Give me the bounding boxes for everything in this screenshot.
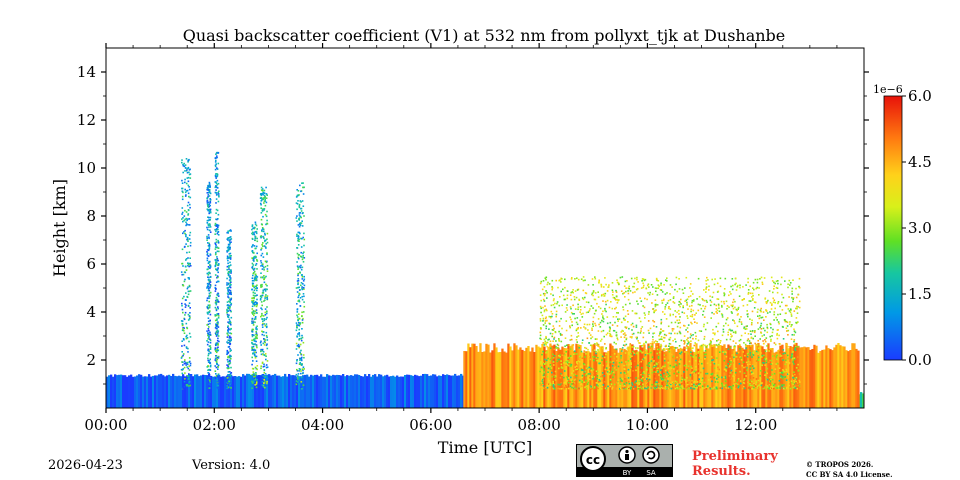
x-axis-label: Time [UTC] (438, 438, 532, 457)
x-tick-label: 08:00 (518, 416, 561, 434)
sa-icon (642, 446, 660, 464)
cc-icon: cc (586, 453, 600, 467)
heatmap-feature-3 (180, 158, 192, 390)
x-tick-label: 02:00 (193, 416, 236, 434)
y-tick-label: 8 (86, 207, 96, 225)
cc-license-badge: cc BY SA (576, 444, 673, 477)
x-tick-label: 12:00 (734, 416, 777, 434)
preliminary-line-2: Results. (692, 464, 751, 479)
colorbar-ticks: 0.0 1.5 3.0 4.5 6.0 (902, 87, 932, 369)
y-axis: 2 4 6 8 10 12 14 (77, 63, 869, 385)
sa-label: SA (646, 469, 656, 476)
by-label: BY (623, 469, 632, 476)
colorbar-multiplier: 1e−6 (873, 83, 903, 96)
colorbar-tick-label: 0.0 (908, 351, 932, 369)
colorbar-tick-label: 3.0 (908, 219, 932, 237)
version-label: Version: 4.0 (192, 458, 271, 473)
x-tick-label: 06:00 (409, 416, 452, 434)
colorbar-tick-label: 6.0 (908, 87, 932, 105)
heatmap-feature-9 (295, 182, 306, 390)
heatmap-feature-1 (106, 373, 465, 408)
y-tick-label: 6 (86, 255, 96, 273)
colorbar (883, 95, 903, 361)
heatmap-feature-8 (259, 186, 269, 389)
heatmap-feature-4 (206, 181, 212, 389)
copyright-line-2: CC BY SA 4.0 License. (806, 470, 893, 479)
x-tick-label: 10:00 (626, 416, 669, 434)
y-axis-label: Height [km] (50, 179, 69, 277)
copyright-note: © TROPOS 2026. CC BY SA 4.0 License. (806, 460, 893, 480)
chart-title: Quasi backscatter coefficient (V1) at 53… (183, 26, 786, 45)
heatmap-feature-10 (539, 276, 801, 390)
heatmap-feature-2 (463, 342, 860, 408)
x-tick-label: 00:00 (84, 416, 127, 434)
y-tick-label: 14 (77, 63, 96, 81)
copyright-line-1: © TROPOS 2026. (806, 460, 874, 469)
date-label: 2026-04-23 (48, 458, 123, 473)
colorbar-tick-label: 1.5 (908, 285, 932, 303)
preliminary-results-note: Preliminary Results. (692, 449, 778, 479)
heatmap-cells (106, 151, 864, 408)
heatmap-feature-5 (214, 151, 220, 390)
preliminary-line-1: Preliminary (692, 449, 778, 464)
y-tick-label: 2 (86, 351, 96, 369)
x-tick-label: 04:00 (301, 416, 344, 434)
y-tick-label: 12 (77, 111, 96, 129)
heatmap-feature-7 (251, 221, 259, 389)
y-tick-label: 10 (77, 159, 96, 177)
colorbar-tick-label: 4.5 (908, 153, 932, 171)
x-axis: 00:00 02:00 04:00 06:00 08:00 10:00 12:00 (84, 43, 838, 434)
heatmap-feature-6 (226, 229, 233, 390)
y-tick-label: 4 (86, 303, 96, 321)
